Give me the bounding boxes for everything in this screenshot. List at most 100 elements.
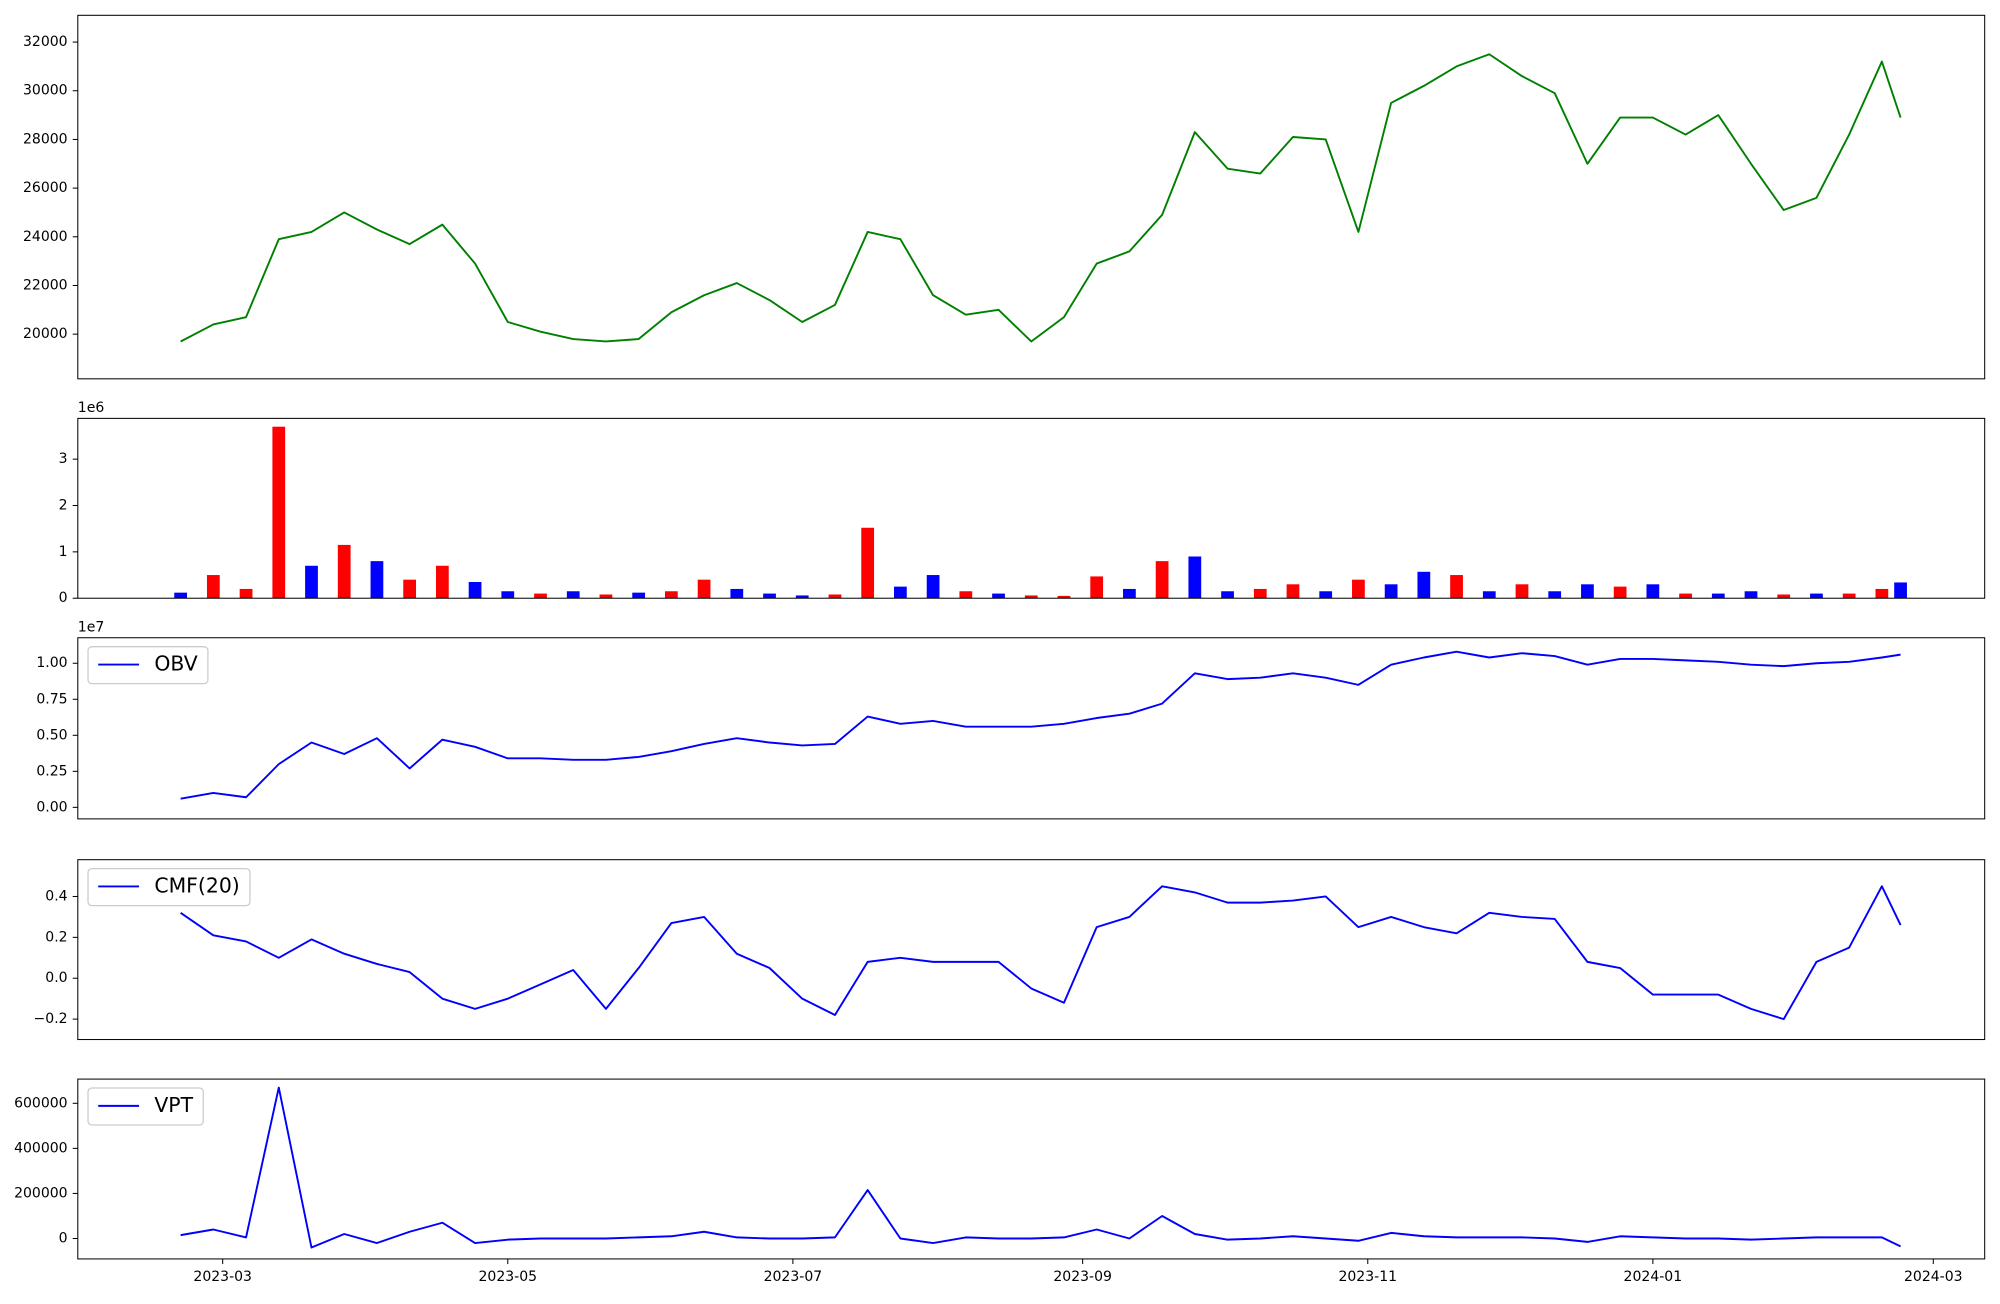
line-series: [180, 53, 1902, 343]
volume-bar: [239, 588, 253, 599]
axes-frame: [77, 417, 1986, 599]
volume-bar: [403, 579, 417, 599]
volume-bar: [337, 544, 351, 599]
y-tick-label: 0.0: [45, 970, 67, 986]
y-tick-label: 24000: [23, 229, 68, 245]
y-tick-label: 400000: [14, 1140, 68, 1156]
volume-bar: [1679, 593, 1692, 599]
volume-bar: [697, 579, 711, 599]
volume-bar: [1711, 593, 1725, 599]
y-tick-label: 3: [59, 451, 68, 467]
plot-area: [180, 53, 1902, 343]
x-tick-label: 2023-05: [479, 1269, 538, 1285]
volume-bar: [174, 592, 188, 599]
volume-bar: [1221, 591, 1234, 599]
axes-frame: [77, 1078, 1986, 1260]
x-tick-label: 2024-01: [1624, 1269, 1683, 1285]
y-tick-label: 0.75: [36, 691, 67, 707]
x-tick-label: 2023-09: [1053, 1269, 1112, 1285]
volume-bar: [926, 575, 940, 599]
panel: 0 1 2 3 1e6: [59, 400, 1986, 606]
volume-bar: [1155, 561, 1169, 599]
volume-bar: [1450, 575, 1463, 599]
y-tick-label: 0.4: [45, 888, 67, 904]
volume-bar: [1188, 556, 1202, 599]
axes-frame: [77, 14, 1986, 380]
volume-bar: [206, 575, 220, 599]
volume-bar: [1810, 593, 1823, 599]
panel: 0 200000 400000 600000 2023-03 2023-05 2023-07…: [14, 1078, 1986, 1285]
y-tick-label: 30000: [23, 83, 68, 99]
volume-bar: [1744, 591, 1758, 599]
legend: CMF(20): [87, 867, 251, 907]
volume-bar: [1613, 586, 1627, 599]
y-tick-label: 28000: [23, 131, 68, 147]
line-series: [180, 885, 1902, 1021]
volume-bar: [795, 595, 809, 599]
volume-bar: [599, 594, 613, 599]
volume-bar: [1894, 582, 1907, 599]
volume-bar: [1352, 579, 1365, 599]
panel: 0.00 0.25 0.50 0.75 1.00 1e7 OBV: [36, 620, 1986, 820]
volume-bar: [1253, 588, 1267, 599]
volume-bar: [1548, 591, 1562, 599]
volume-bar: [468, 581, 482, 599]
y-tick-label: 22000: [23, 277, 68, 293]
volume-bar: [305, 565, 318, 599]
volume-bar: [370, 561, 384, 599]
volume-bar: [1515, 584, 1529, 599]
y-tick-label: −0.2: [34, 1011, 68, 1027]
axes-frame: [77, 637, 1986, 820]
volume-bar: [566, 591, 580, 599]
y-tick-label: 26000: [23, 180, 68, 196]
legend-box: [87, 646, 209, 685]
volume-bar: [1482, 591, 1496, 599]
y-tick-label: 0.2: [45, 929, 67, 945]
volume-bar: [861, 527, 875, 599]
plot-area: [180, 650, 1901, 800]
y-tick-label: 0: [59, 590, 68, 606]
panel: 20000 22000 24000 26000 28000 30000 32000: [23, 14, 1986, 380]
plot-area: [174, 426, 1907, 599]
volume-bar: [664, 591, 678, 599]
y-tick-label: 0.50: [36, 727, 67, 743]
volume-bar: [1646, 584, 1660, 599]
volume-bar: [828, 594, 842, 599]
y-tick-label: 0.00: [36, 799, 67, 815]
legend-box: [87, 867, 251, 907]
offset-label: 1e6: [78, 400, 105, 416]
x-tick-label: 2024-03: [1904, 1269, 1963, 1285]
volume-bar: [534, 593, 547, 599]
volume-bar: [1057, 595, 1071, 599]
volume-bar: [501, 591, 515, 599]
y-tick-label: 0.25: [36, 763, 67, 779]
line-series: [180, 650, 1901, 800]
legend-label: CMF(20): [154, 873, 239, 897]
y-tick-label: 1: [59, 544, 68, 560]
y-tick-label: 32000: [23, 34, 68, 50]
volume-bar: [763, 593, 776, 599]
volume-bar: [1090, 576, 1104, 599]
legend-box: [87, 1087, 204, 1126]
volume-bar: [1123, 588, 1136, 599]
volume-bar: [1384, 584, 1398, 599]
volume-bar: [959, 591, 973, 599]
y-tick-label: 600000: [14, 1095, 68, 1111]
offset-label: 1e7: [78, 620, 104, 636]
y-tick-label: 1.00: [36, 655, 67, 671]
volume-bar: [992, 593, 1005, 599]
volume-bar: [1875, 588, 1889, 599]
axes-frame: [77, 859, 1986, 1041]
y-tick-label: 20000: [23, 326, 68, 342]
volume-bar: [1286, 584, 1300, 599]
y-tick-label: 0: [59, 1231, 68, 1247]
panel: −0.2 0.0 0.2 0.4 CMF(20): [34, 859, 1986, 1041]
volume-bar: [1581, 584, 1594, 599]
volume-bar: [632, 592, 646, 599]
legend-label: VPT: [154, 1093, 193, 1117]
legend-label: OBV: [154, 652, 197, 676]
y-tick-label: 200000: [14, 1185, 68, 1201]
y-tick-label: 2: [59, 498, 68, 514]
